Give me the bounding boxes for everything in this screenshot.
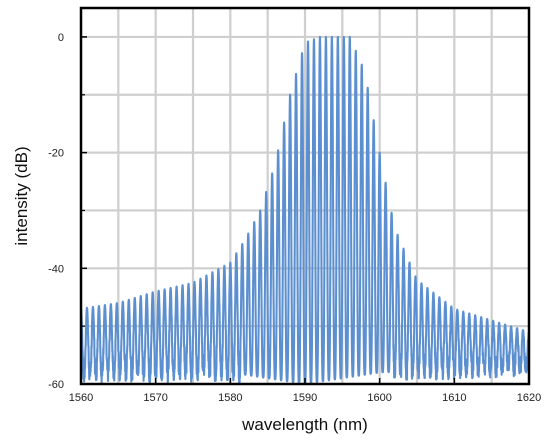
x-tick-label: 1560 xyxy=(69,392,93,404)
x-tick-label: 1620 xyxy=(517,392,541,404)
y-axis-label: intensity (dB) xyxy=(12,146,31,245)
axis-ticks: 1560 1570 1580 1590 1600 1610 1620 -60 -40 -20 0 xyxy=(48,32,541,404)
grid xyxy=(81,8,529,384)
x-tick-label: 1600 xyxy=(367,392,391,404)
x-axis-label: wavelength (nm) xyxy=(241,415,368,434)
x-tick-label: 1590 xyxy=(293,392,317,404)
x-tick-label: 1580 xyxy=(218,392,242,404)
x-tick-label: 1610 xyxy=(442,392,466,404)
x-tick-label: 1570 xyxy=(143,392,167,404)
y-tick-label: -20 xyxy=(48,148,64,160)
y-tick-label: -40 xyxy=(48,263,64,275)
y-tick-label: -60 xyxy=(48,379,64,391)
y-tick-label: 0 xyxy=(58,32,64,44)
